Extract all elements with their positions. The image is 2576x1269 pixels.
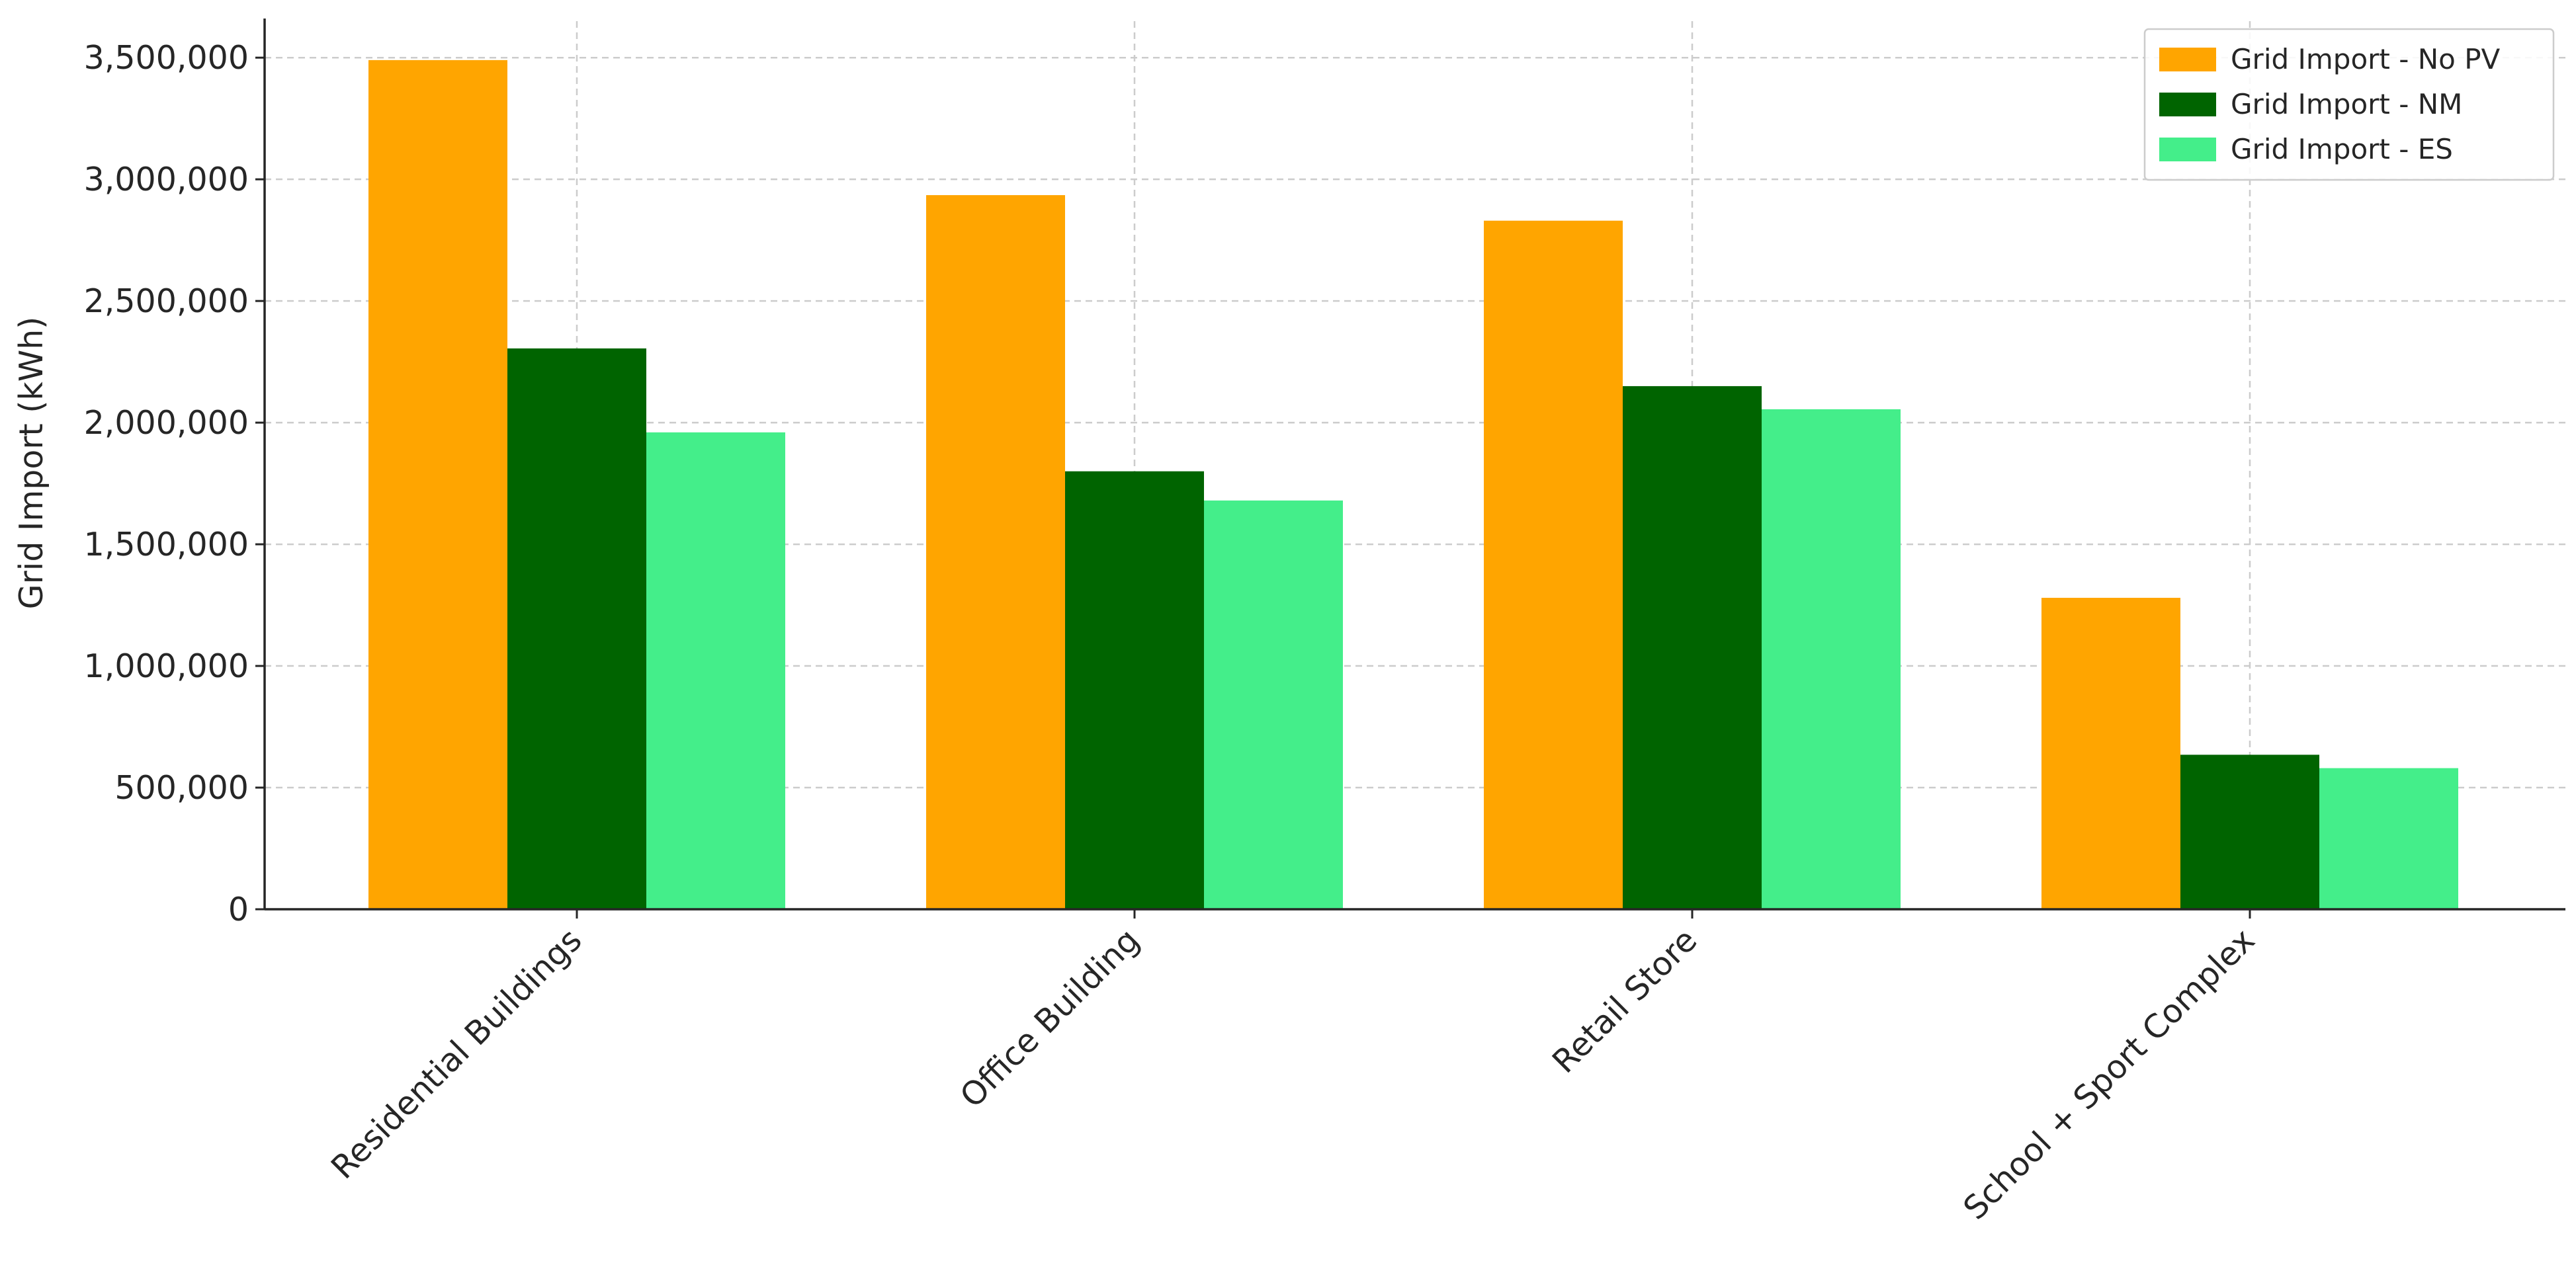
axes	[263, 19, 2565, 911]
x-tick-label: Office Building	[953, 921, 1146, 1115]
bar	[1065, 471, 1204, 909]
bar	[507, 348, 646, 909]
y-tick-label: 1,500,000	[84, 526, 249, 563]
y-tick-label: 2,000,000	[84, 404, 249, 442]
bar	[1204, 500, 1343, 909]
bar	[926, 195, 1065, 909]
legend: Grid Import - No PV Grid Import - NM Grid …	[2143, 28, 2555, 181]
legend-label: Grid Import - NM	[2231, 88, 2462, 120]
x-tick-label: Retail Store	[1545, 921, 1705, 1081]
bar	[368, 60, 507, 910]
bar	[1484, 220, 1623, 909]
x-tick-label: Residential Buildings	[324, 921, 589, 1186]
legend-swatch	[2159, 48, 2216, 71]
bar	[2041, 598, 2180, 909]
legend-swatch	[2159, 138, 2216, 161]
bar	[2319, 768, 2458, 909]
bar	[646, 432, 785, 909]
y-tick-label: 2,500,000	[84, 282, 249, 320]
bar	[2180, 755, 2319, 909]
y-tick-label: 0	[228, 891, 249, 928]
x-tick-label: School + Sport Complex	[1956, 921, 2262, 1227]
y-tick-label: 3,500,000	[84, 39, 249, 77]
y-axis-title: Grid Import (kWh)	[13, 317, 50, 610]
legend-label: Grid Import - ES	[2231, 133, 2453, 165]
y-axis-ticks: 0 500,000 1,000,000 1,500,000 2,000,000 2,500…	[84, 39, 265, 928]
legend-swatch	[2159, 93, 2216, 116]
bars	[368, 60, 2458, 910]
y-tick-label: 3,000,000	[84, 161, 249, 198]
y-tick-label: 500,000	[114, 769, 249, 807]
x-axis-ticks: Residential Buildings Office Building Reta…	[324, 909, 2262, 1227]
legend-frame	[2143, 28, 2555, 181]
bar	[1623, 386, 1762, 909]
y-tick-label: 1,000,000	[84, 647, 249, 685]
legend-label: Grid Import - No PV	[2231, 43, 2501, 75]
bar	[1762, 409, 1901, 909]
